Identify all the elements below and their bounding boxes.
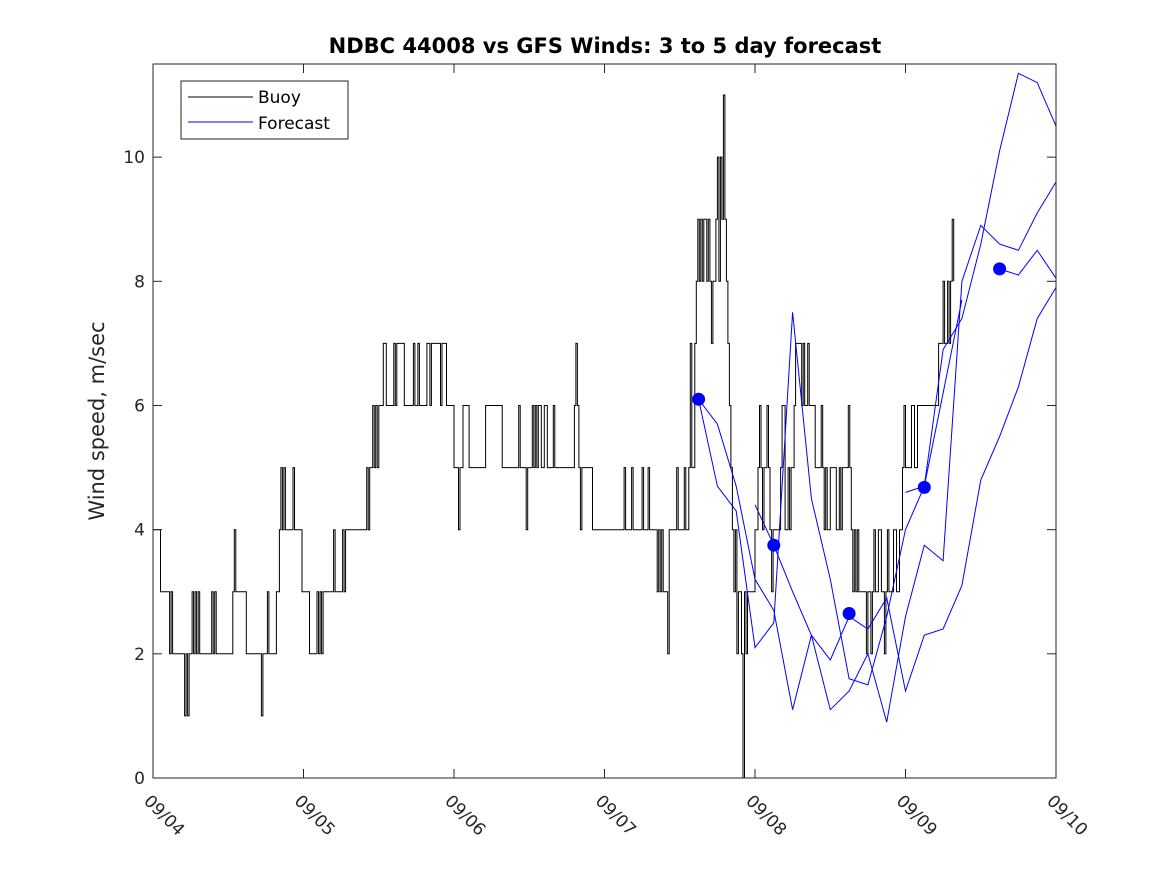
legend-buoy-label: Buoy (258, 88, 301, 108)
legend: Buoy Forecast (180, 80, 349, 140)
forecast-line-5 (999, 249, 1057, 279)
forecast-marker (767, 538, 781, 552)
chart-title: NDBC 44008 vs GFS Winds: 3 to 5 day fore… (329, 34, 882, 58)
plot-area: 09/04 09/05 09/06 09/07 09/08 09/09 09/1002468… (123, 63, 1091, 840)
forecast-marker (692, 392, 706, 406)
forecast-marker (993, 262, 1007, 276)
y-tick-label: 4 (134, 521, 145, 541)
legend-forecast-label: Forecast (258, 114, 330, 134)
forecast-line-4 (905, 299, 963, 493)
y-tick-label: 2 (134, 645, 145, 665)
plot-background (153, 64, 1056, 778)
y-tick-label: 6 (134, 396, 145, 416)
forecast-line-1 (698, 72, 1057, 686)
y-axis-label: Wind speed, m/sec (85, 321, 109, 520)
series-layer (153, 72, 1057, 779)
buoy-series-line (153, 94, 955, 779)
forecast-marker (917, 480, 931, 494)
forecast-marker (842, 607, 856, 620)
y-tick-label: 0 (134, 769, 145, 789)
forecast-line-3 (754, 287, 1057, 694)
legend-box (180, 80, 349, 140)
forecast-line-2 (698, 181, 1057, 723)
y-tick-label: 10 (123, 148, 145, 168)
y-tick-label: 8 (134, 272, 145, 292)
